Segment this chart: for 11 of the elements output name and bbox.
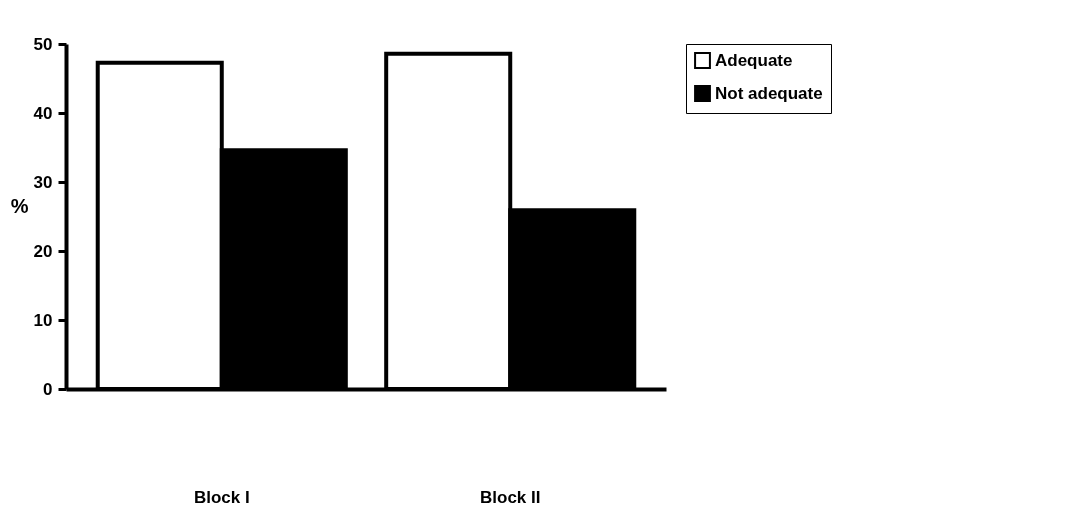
y-tick-label: 40 (33, 103, 53, 123)
x-tick-label: Block I (193, 487, 250, 507)
legend-label: Adequate (715, 50, 793, 70)
y-tick-label: 50 (33, 34, 53, 54)
y-tick-label: 0 (43, 379, 53, 399)
y-axis-title: % (10, 195, 29, 217)
y-tick-label: 20 (33, 241, 53, 261)
y-tick-label: 10 (33, 310, 53, 330)
legend-label: Not adequate (715, 83, 823, 103)
x-tick-label: Block II (480, 487, 541, 507)
y-tick-label: 30 (33, 172, 53, 192)
